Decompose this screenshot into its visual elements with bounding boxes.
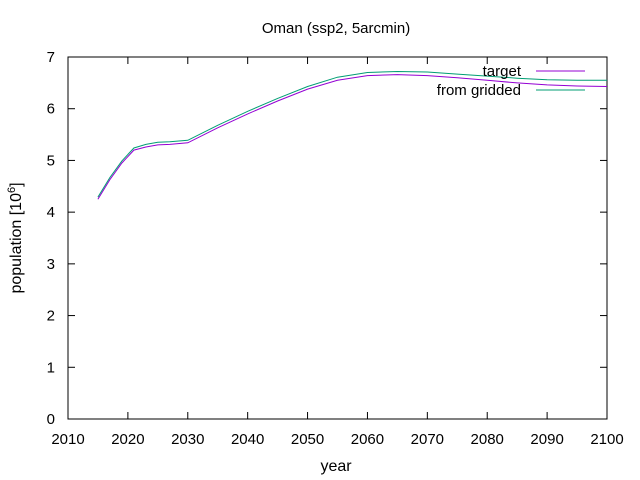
x-axis: 2010 2020 2030 2040 2050 2060 2070 2080 2090 2100 [51,57,624,448]
x-tick-label: 2100 [590,431,623,448]
legend: target from gridded [437,63,585,99]
x-tick-label: 2040 [231,431,264,448]
y-tick-label: 3 [47,256,55,273]
y-axis-title-close: ] [8,182,25,186]
y-tick-label: 7 [47,49,55,66]
x-tick-label: 2070 [411,431,444,448]
legend-label-target: target [483,63,522,80]
y-tick-label: 0 [47,411,55,428]
series-line-from-gridded [97,70,607,198]
y-tick-label: 5 [47,152,55,169]
x-tick-label: 2060 [351,431,384,448]
plot-frame [67,56,608,420]
legend-label-from-gridded: from gridded [437,82,521,99]
y-axis-title-exponent: 6 [6,187,18,193]
y-axis-title: population [106] [6,182,25,293]
y-tick-label: 1 [47,359,55,376]
x-tick-label: 2090 [530,431,563,448]
y-tick-label: 6 [47,101,55,118]
x-tick-label: 2080 [471,431,504,448]
y-axis: 0 1 2 3 4 5 6 7 [47,49,607,428]
x-axis-title: year [320,458,352,475]
chart-title: Oman (ssp2, 5arcmin) [262,20,410,37]
y-tick-label: 4 [47,204,55,221]
x-tick-label: 2020 [111,431,144,448]
x-tick-label: 2030 [171,431,204,448]
series-line-target [97,74,608,200]
y-tick-label: 2 [47,308,55,325]
series-group [97,70,608,200]
y-axis-title-main: population [10 [8,193,25,294]
x-tick-label: 2050 [291,431,324,448]
x-tick-label: 2010 [51,431,84,448]
